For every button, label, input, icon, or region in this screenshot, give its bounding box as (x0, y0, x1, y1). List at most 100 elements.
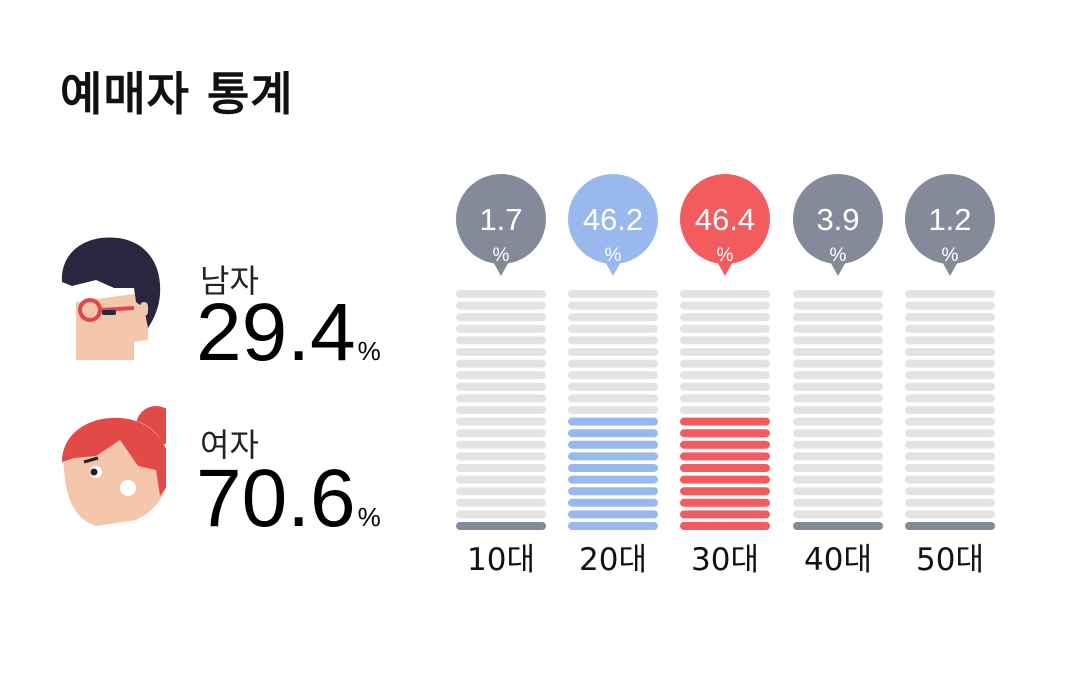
bar-segment-30대 (680, 359, 770, 368)
bar-segment-50대 (905, 324, 995, 333)
category-label-20대: 20대 (579, 542, 647, 578)
bar-segment-40대 (793, 487, 883, 496)
bar-segment-30대 (680, 406, 770, 414)
bar-segment-40대 (793, 440, 883, 449)
male-label: 남자 (200, 262, 259, 300)
bar-segment-20대 (568, 359, 658, 368)
bar-segment-30대 (680, 382, 770, 391)
bar-segment-30대 (680, 510, 770, 519)
bar-segment-30대 (680, 371, 770, 380)
bar-segment-10대 (456, 394, 546, 403)
bar-segment-50대 (905, 464, 995, 472)
bar-segment-50대 (905, 382, 995, 391)
bar-segment-20대 (568, 382, 658, 391)
bar-segment-50대 (905, 487, 995, 496)
bar-segment-30대 (680, 290, 770, 298)
bar-segment-10대 (456, 464, 546, 472)
male-unit: % (357, 336, 381, 366)
bar-segment-20대 (568, 301, 658, 310)
value-bubble-20대 (568, 174, 658, 264)
bar-segment-10대 (456, 359, 546, 368)
bar-segment-10대 (456, 510, 546, 519)
value-label-30대: 46.4 (695, 202, 755, 237)
bar-segment-20대 (568, 290, 658, 298)
bar-segment-30대 (680, 336, 770, 345)
bar-segment-30대 (680, 498, 770, 507)
bar-segment-30대 (680, 429, 770, 438)
bar-segment-50대 (905, 359, 995, 368)
value-label-20대: 46.2 (583, 202, 643, 237)
bar-segment-50대 (905, 440, 995, 449)
bar-segment-40대 (793, 290, 883, 298)
value-bubble-tail-30대 (715, 258, 735, 276)
bar-segment-50대 (905, 429, 995, 438)
value-bubble-30대 (680, 174, 770, 264)
bar-segment-10대 (456, 498, 546, 507)
bar-segment-30대 (680, 417, 770, 426)
bar-segment-20대 (568, 336, 658, 345)
category-label-10대: 10대 (467, 542, 535, 578)
category-label-40대: 40대 (804, 542, 872, 578)
bar-segment-40대 (793, 336, 883, 345)
bar-segment-20대 (568, 417, 658, 426)
value-unit-50대: % (942, 245, 959, 266)
value-unit-30대: % (717, 245, 734, 266)
bar-segment-40대 (793, 429, 883, 438)
bar-segment-30대 (680, 452, 770, 461)
bar-segment-40대 (793, 359, 883, 368)
bar-segment-20대 (568, 313, 658, 322)
bar-segment-10대 (456, 452, 546, 461)
bar-segment-30대 (680, 522, 770, 530)
bar-segment-40대 (793, 522, 883, 530)
value-bubble-50대 (905, 174, 995, 264)
bar-segment-20대 (568, 522, 658, 530)
bar-segment-30대 (680, 324, 770, 333)
bar-segment-50대 (905, 394, 995, 403)
category-label-50대: 50대 (916, 542, 984, 578)
bar-segment-30대 (680, 440, 770, 449)
value-label-40대: 3.9 (816, 202, 859, 237)
bar-segment-20대 (568, 475, 658, 484)
bar-segment-20대 (568, 371, 658, 380)
bar-segment-20대 (568, 324, 658, 333)
bar-segment-40대 (793, 406, 883, 414)
bar-segment-20대 (568, 487, 658, 496)
bar-segment-50대 (905, 348, 995, 356)
value-unit-10대: % (493, 245, 510, 266)
bar-segment-50대 (905, 417, 995, 426)
bar-segment-20대 (568, 498, 658, 507)
value-bubble-10대 (456, 174, 546, 264)
bar-segment-20대 (568, 464, 658, 472)
bar-segment-10대 (456, 348, 546, 356)
bar-segment-10대 (456, 336, 546, 345)
bar-segment-10대 (456, 429, 546, 438)
bar-segment-50대 (905, 522, 995, 530)
bar-segment-50대 (905, 301, 995, 310)
male-percentage: 29.4 (196, 287, 356, 378)
bar-segment-20대 (568, 510, 658, 519)
bar-segment-40대 (793, 452, 883, 461)
bar-segment-50대 (905, 406, 995, 414)
bar-segment-50대 (905, 290, 995, 298)
bar-segment-50대 (905, 452, 995, 461)
bar-segment-30대 (680, 487, 770, 496)
value-unit-20대: % (605, 245, 622, 266)
category-label-30대: 30대 (691, 542, 759, 578)
bar-segment-10대 (456, 301, 546, 310)
bar-segment-30대 (680, 464, 770, 472)
female-percentage: 70.6 (196, 453, 356, 544)
bar-segment-40대 (793, 301, 883, 310)
bar-segment-30대 (680, 475, 770, 484)
bar-segment-50대 (905, 313, 995, 322)
value-bubble-tail-10대 (491, 258, 511, 276)
page-title: 예매자 통계 (60, 67, 294, 121)
value-bubble-tail-20대 (603, 258, 623, 276)
female-stat: 여자 70.6% (56, 400, 436, 540)
bar-segment-20대 (568, 452, 658, 461)
bar-segment-50대 (905, 510, 995, 519)
bar-segment-40대 (793, 498, 883, 507)
value-label-50대: 1.2 (928, 202, 971, 237)
male-value: 29.4% (196, 292, 381, 374)
bar-segment-20대 (568, 429, 658, 438)
